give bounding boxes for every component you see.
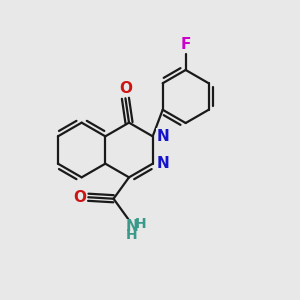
Text: N: N <box>157 129 169 144</box>
Text: F: F <box>181 37 191 52</box>
Text: O: O <box>119 81 132 96</box>
Text: O: O <box>74 190 86 205</box>
Text: N: N <box>126 219 138 234</box>
Text: H: H <box>134 217 146 231</box>
Text: N: N <box>157 156 169 171</box>
Text: H: H <box>126 229 138 242</box>
